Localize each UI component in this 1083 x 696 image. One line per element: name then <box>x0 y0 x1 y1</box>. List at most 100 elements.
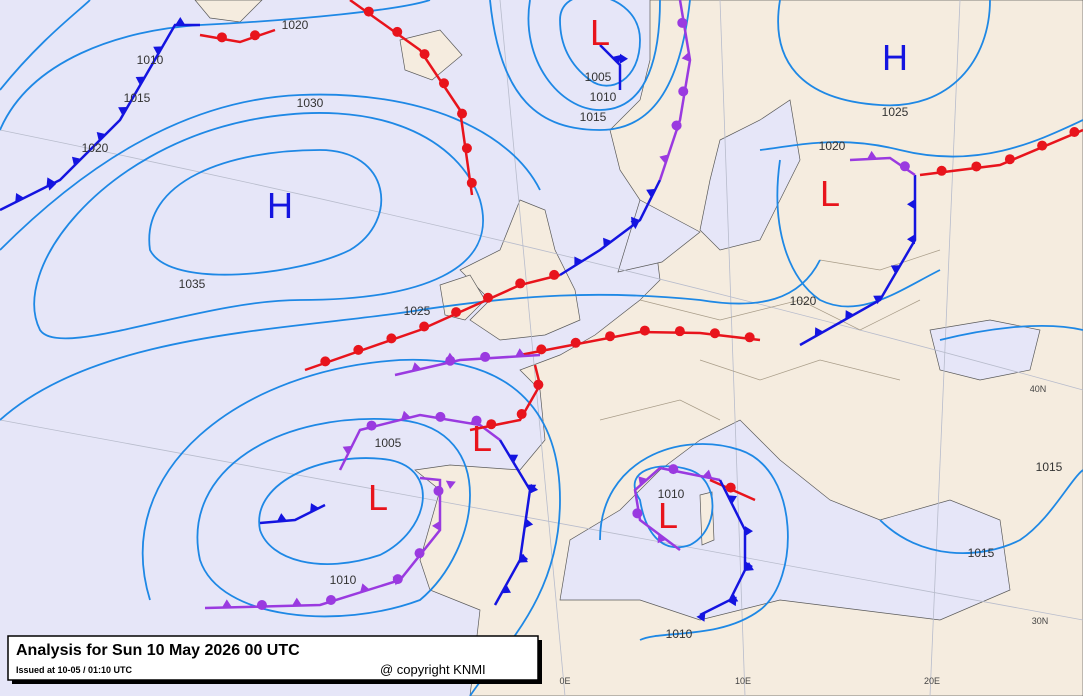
isobar-label: 1010 <box>590 90 617 104</box>
front-symbol <box>482 292 493 303</box>
front-symbol <box>603 237 612 248</box>
isobar-label: 1035 <box>179 277 206 291</box>
isobar <box>489 0 691 131</box>
isobar-label: 1010 <box>666 627 693 641</box>
skagerrak <box>617 199 701 273</box>
grid-label: 0E <box>559 676 570 686</box>
borders <box>599 249 941 421</box>
front-symbol <box>291 597 302 606</box>
meridian <box>929 0 961 696</box>
front-symbol <box>574 256 583 266</box>
front-symbol <box>353 344 364 355</box>
front-symbol <box>360 583 370 593</box>
warm-front <box>199 28 276 44</box>
front-symbol <box>432 520 440 531</box>
front-symbol <box>445 352 456 361</box>
front-symbol <box>175 17 186 25</box>
cold-front <box>599 44 622 90</box>
front-symbol <box>536 344 547 355</box>
front-symbol <box>15 193 25 203</box>
isobar-label: 1020 <box>282 18 309 32</box>
front-symbol <box>451 307 462 318</box>
isobar <box>759 119 1083 158</box>
front-symbol <box>605 331 616 342</box>
front-symbol <box>118 106 128 116</box>
front-symbol <box>646 188 656 198</box>
front-symbol <box>153 46 163 56</box>
front-symbol <box>342 445 353 455</box>
meridian <box>499 0 566 696</box>
front-symbol <box>907 199 915 210</box>
front-symbol <box>529 483 539 494</box>
isobar <box>559 0 641 87</box>
front-symbol <box>438 78 449 89</box>
occ-front <box>338 413 501 471</box>
pressure-center: L <box>590 12 610 53</box>
front-symbol <box>873 295 883 305</box>
front-symbol <box>508 454 519 464</box>
front-symbol <box>674 326 685 337</box>
front-symbol <box>524 518 534 529</box>
isobar-label: 1010 <box>330 573 357 587</box>
warm-front <box>919 128 1083 177</box>
front-symbol <box>744 562 754 571</box>
front-symbol <box>727 596 737 607</box>
box <box>7 635 539 681</box>
copyright: @ copyright KNMI <box>380 662 486 677</box>
front-symbol <box>632 508 643 519</box>
grid-label: 10E <box>735 676 751 686</box>
front-symbol <box>401 410 411 420</box>
front-symbol <box>518 553 528 563</box>
fronts <box>0 0 1083 622</box>
grid-label: 40N <box>1030 384 1047 394</box>
front-symbol <box>1004 154 1015 165</box>
front-symbol <box>725 482 736 493</box>
front-symbol <box>471 415 482 426</box>
parallel <box>0 129 1083 391</box>
front-symbol <box>71 156 82 166</box>
front-symbol <box>216 32 227 43</box>
isobar <box>527 0 661 111</box>
pressure-center: L <box>658 495 678 536</box>
title: Analysis for Sun 10 May 2026 00 UTC <box>16 642 300 659</box>
front-symbol <box>907 234 915 245</box>
front-symbol <box>325 595 336 606</box>
front-symbol <box>435 411 446 422</box>
grid-label: 30N <box>1032 616 1049 626</box>
front-symbol <box>363 6 374 17</box>
pressure-center: H <box>267 185 293 226</box>
front-symbol <box>414 548 425 559</box>
front-symbol <box>135 76 146 86</box>
black-sea <box>929 319 1041 381</box>
isobar <box>776 159 941 308</box>
isobar-label: 1010 <box>137 53 164 67</box>
front-symbol <box>501 584 511 594</box>
front-symbol <box>310 503 320 513</box>
isobar-label: 1005 <box>585 70 612 84</box>
front-symbol <box>744 332 755 343</box>
issued: Issued at 10-05 / 01:10 UTC <box>16 665 133 675</box>
isobar-label: 1020 <box>790 294 817 308</box>
great-britain <box>459 199 581 341</box>
isobar <box>879 324 1083 554</box>
isobar-label: 1015 <box>968 546 995 560</box>
pressure-center: L <box>820 173 840 214</box>
front-symbol <box>320 356 331 367</box>
front-symbol <box>486 419 497 430</box>
front-symbol <box>814 327 824 337</box>
front-symbol <box>533 379 544 390</box>
front-symbol <box>745 526 753 537</box>
front-symbol <box>457 108 468 119</box>
front-symbol <box>638 476 648 486</box>
isobar <box>633 465 714 548</box>
ireland <box>439 274 486 321</box>
isobar-label: 1025 <box>404 304 431 318</box>
front-symbol <box>630 220 640 230</box>
isobar <box>599 443 789 641</box>
front-symbol <box>515 348 526 357</box>
front-symbol <box>696 612 706 622</box>
front-symbol <box>709 328 720 339</box>
isobar <box>141 358 561 696</box>
front-symbol <box>936 165 947 176</box>
